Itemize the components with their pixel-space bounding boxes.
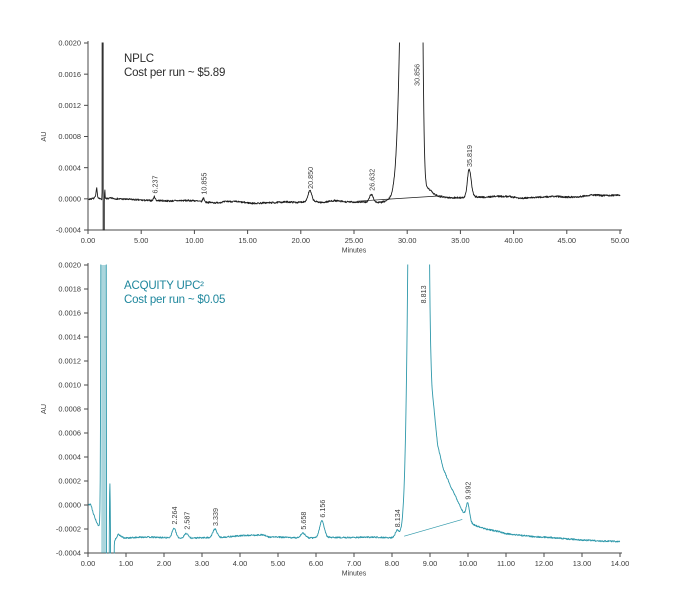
svg-text:0.0012: 0.0012 (58, 357, 81, 366)
svg-text:0.0000: 0.0000 (58, 194, 81, 203)
svg-text:20.00: 20.00 (292, 236, 311, 245)
svg-text:2.264: 2.264 (170, 507, 179, 525)
svg-text:35.819: 35.819 (465, 145, 474, 167)
svg-text:-0.0004: -0.0004 (56, 226, 81, 235)
upc2-caption: ACQUITY UPC² Cost per run ~ $0.05 (124, 279, 225, 307)
svg-text:-0.0002: -0.0002 (56, 525, 81, 534)
svg-text:20.850: 20.850 (306, 167, 315, 189)
svg-text:50.00: 50.00 (611, 236, 630, 245)
svg-text:8.00: 8.00 (385, 559, 399, 568)
nplc-plot-svg: 0.0020 0.0016 0.0012 0.0008 0.0004 0.0000 -0.0… (39, 39, 630, 255)
svg-text:0.0014: 0.0014 (58, 333, 81, 342)
svg-text:0.0008: 0.0008 (58, 132, 81, 141)
svg-text:9.00: 9.00 (423, 559, 437, 568)
svg-text:10.855: 10.855 (199, 173, 208, 195)
nplc-chart: 0.0020 0.0016 0.0012 0.0008 0.0004 0.0000 -0.0… (0, 0, 692, 262)
svg-text:6.00: 6.00 (309, 559, 323, 568)
svg-text:0.0008: 0.0008 (58, 405, 81, 414)
upc2-chart: 0.0020 0.0018 0.0016 0.0014 0.0012 0.0010 0.00… (0, 255, 692, 597)
svg-text:0.0002: 0.0002 (58, 477, 81, 486)
svg-text:7.00: 7.00 (347, 559, 361, 568)
svg-text:0.0006: 0.0006 (58, 429, 81, 438)
svg-text:3.00: 3.00 (195, 559, 209, 568)
svg-text:-0.0004: -0.0004 (56, 549, 81, 558)
svg-text:12.00: 12.00 (535, 559, 554, 568)
svg-text:0.0004: 0.0004 (58, 163, 81, 172)
svg-text:1.00: 1.00 (119, 559, 133, 568)
svg-text:40.00: 40.00 (504, 236, 523, 245)
svg-text:0.00: 0.00 (81, 559, 95, 568)
upc2-plot-svg: 0.0020 0.0018 0.0016 0.0014 0.0012 0.0010 0.00… (39, 261, 630, 578)
svg-text:35.00: 35.00 (451, 236, 470, 245)
upc2-title: ACQUITY UPC² (124, 280, 204, 292)
svg-text:25.00: 25.00 (345, 236, 364, 245)
svg-text:0.0016: 0.0016 (58, 309, 81, 318)
svg-text:0.00: 0.00 (81, 236, 95, 245)
svg-text:3.339: 3.339 (211, 508, 220, 526)
svg-text:15.00: 15.00 (238, 236, 257, 245)
svg-text:0.0018: 0.0018 (58, 285, 81, 294)
svg-text:26.632: 26.632 (367, 169, 376, 191)
svg-text:8.813: 8.813 (419, 285, 428, 303)
svg-text:10.00: 10.00 (459, 559, 478, 568)
svg-text:6.156: 6.156 (318, 500, 327, 518)
svg-text:13.00: 13.00 (573, 559, 592, 568)
svg-text:Minutes: Minutes (342, 571, 367, 578)
svg-text:0.0016: 0.0016 (58, 70, 81, 79)
nplc-subtitle: Cost per run ~ $5.89 (124, 67, 226, 79)
svg-text:4.00: 4.00 (233, 559, 247, 568)
svg-text:0.0010: 0.0010 (58, 381, 81, 390)
svg-text:9.992: 9.992 (464, 482, 473, 500)
svg-text:30.856: 30.856 (412, 64, 421, 86)
svg-text:0.0020: 0.0020 (58, 39, 81, 48)
svg-text:0.0012: 0.0012 (58, 101, 81, 110)
svg-text:0.0020: 0.0020 (58, 261, 81, 270)
upc2-subtitle: Cost per run ~ $0.05 (124, 294, 226, 306)
svg-text:5.00: 5.00 (271, 559, 285, 568)
svg-text:5.00: 5.00 (134, 236, 148, 245)
svg-text:11.00: 11.00 (497, 559, 515, 568)
svg-text:6.237: 6.237 (150, 175, 159, 193)
svg-text:10.00: 10.00 (185, 236, 204, 245)
nplc-caption: NPLC Cost per run ~ $5.89 (124, 52, 225, 80)
svg-text:AU: AU (39, 404, 48, 414)
svg-text:Minutes: Minutes (342, 248, 367, 255)
svg-text:AU: AU (39, 131, 48, 141)
svg-text:2.587: 2.587 (182, 512, 191, 530)
svg-text:8.134: 8.134 (393, 509, 402, 527)
svg-text:45.00: 45.00 (558, 236, 577, 245)
svg-text:0.0004: 0.0004 (58, 453, 81, 462)
nplc-title: NPLC (124, 53, 154, 65)
svg-text:30.00: 30.00 (398, 236, 417, 245)
svg-text:2.00: 2.00 (157, 559, 171, 568)
svg-text:0.0000: 0.0000 (58, 501, 81, 510)
svg-text:14.00: 14.00 (611, 559, 630, 568)
svg-text:5.658: 5.658 (299, 512, 308, 530)
